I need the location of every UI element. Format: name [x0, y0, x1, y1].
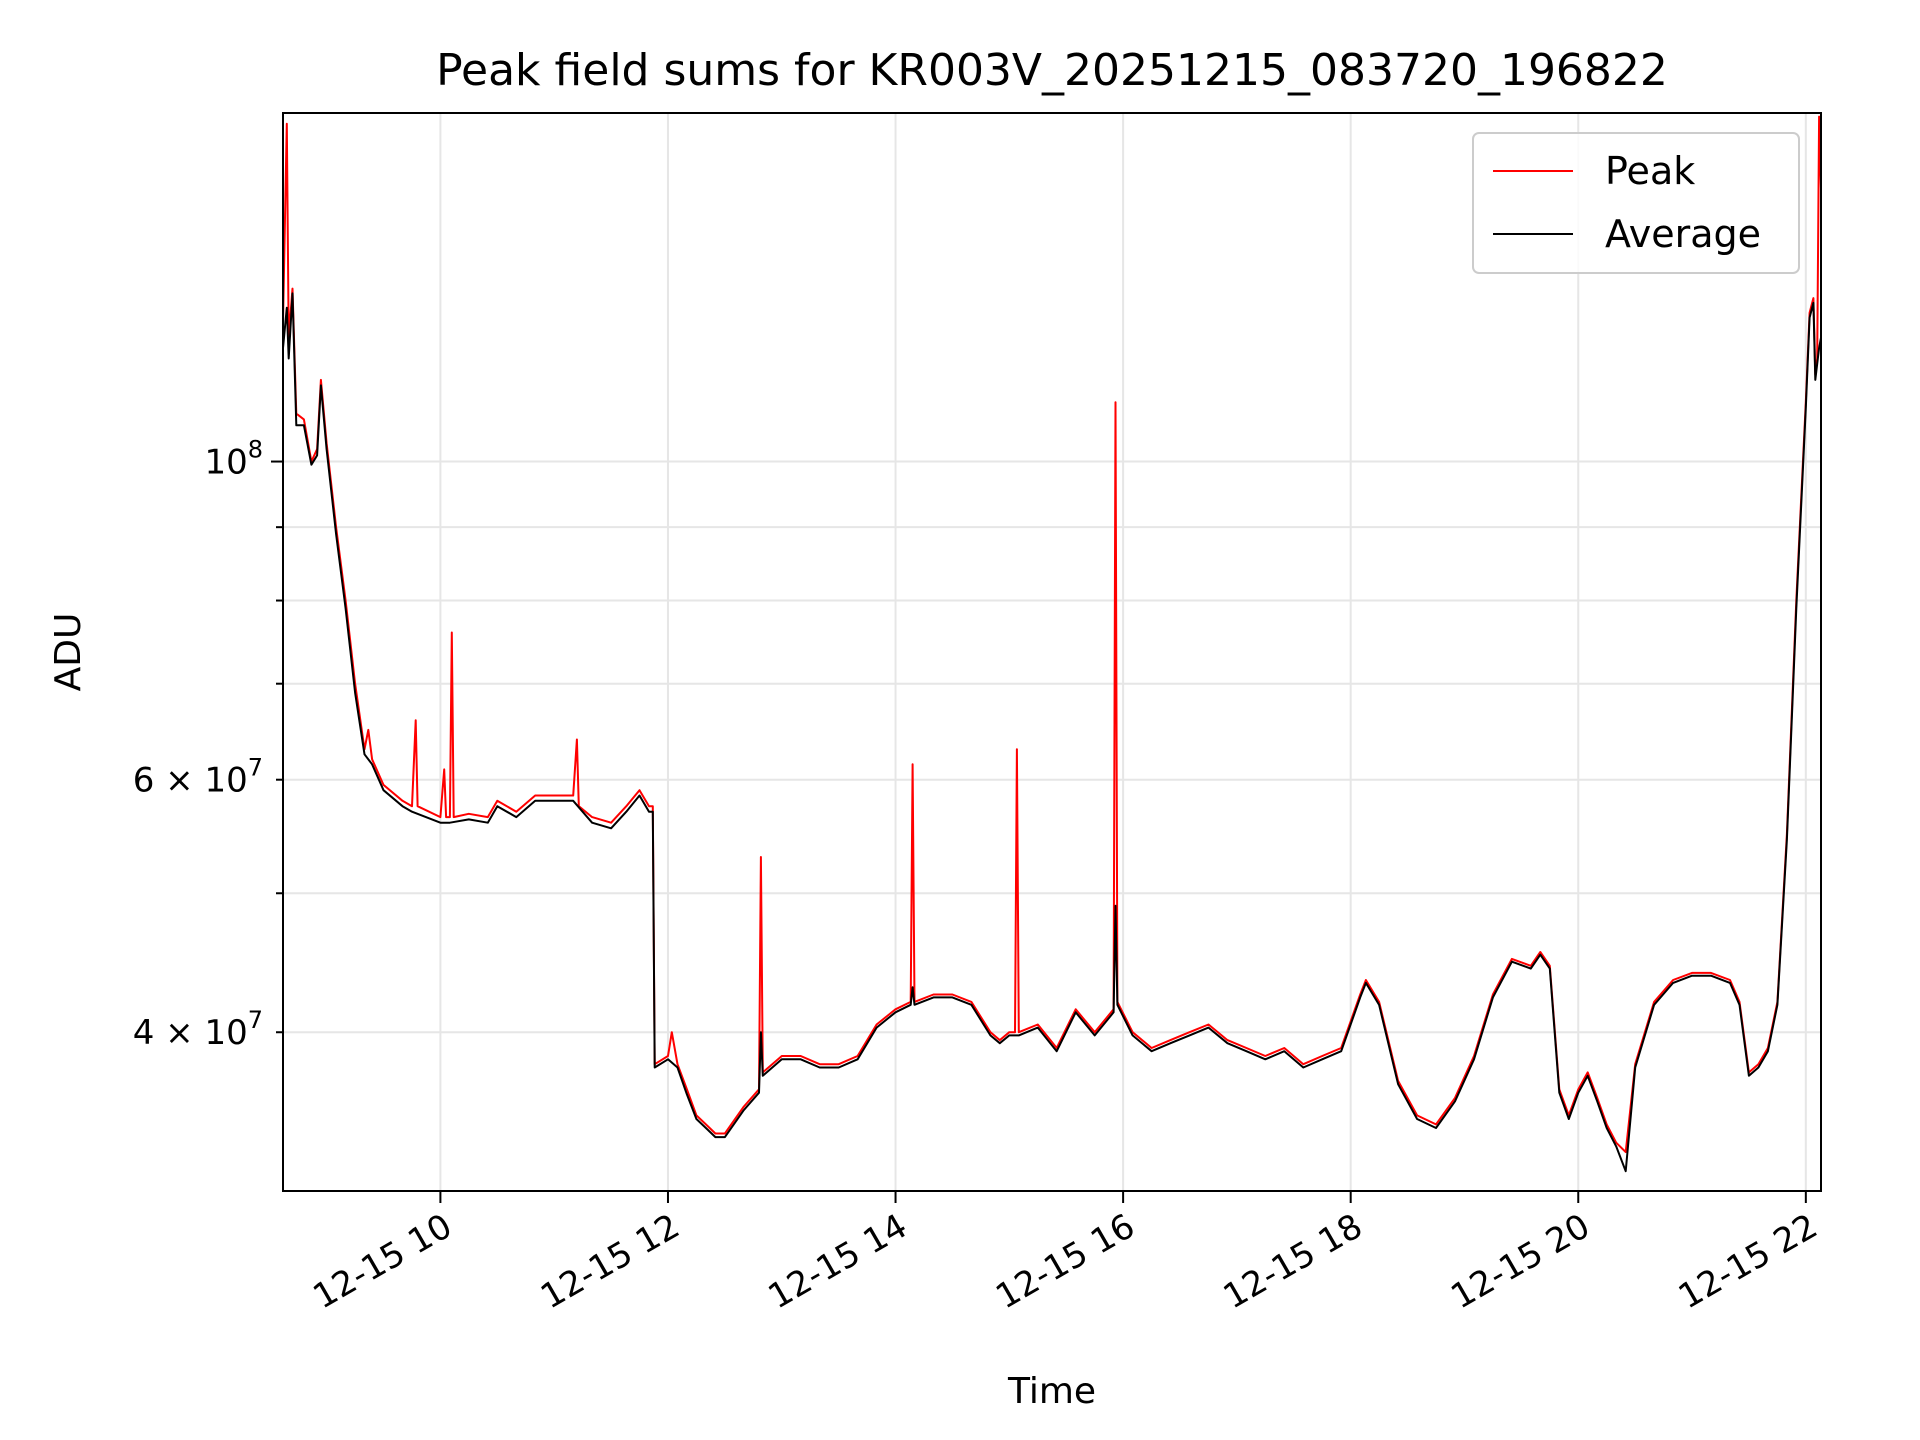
legend-label-peak: Peak [1605, 149, 1695, 193]
y-tick-label: 6 × 107 [133, 754, 263, 801]
plot-frame [282, 112, 1822, 1192]
y-tick-label: 108 [204, 436, 263, 483]
y-tick-label: 4 × 107 [133, 1006, 263, 1053]
series-line-peak [282, 115, 1822, 1154]
grid [283, 113, 1821, 1191]
chart-title: Peak field sums for KR003V_20251215_0837… [436, 45, 1668, 96]
legend-label-average: Average [1605, 212, 1761, 256]
legend: Peak Average [1472, 132, 1800, 274]
series-line-average [282, 292, 1822, 1173]
legend-box [1472, 132, 1800, 274]
x-axis-label: Time [1007, 1371, 1096, 1412]
series-layer [282, 115, 1822, 1173]
y-axis-label: ADU [48, 613, 89, 692]
